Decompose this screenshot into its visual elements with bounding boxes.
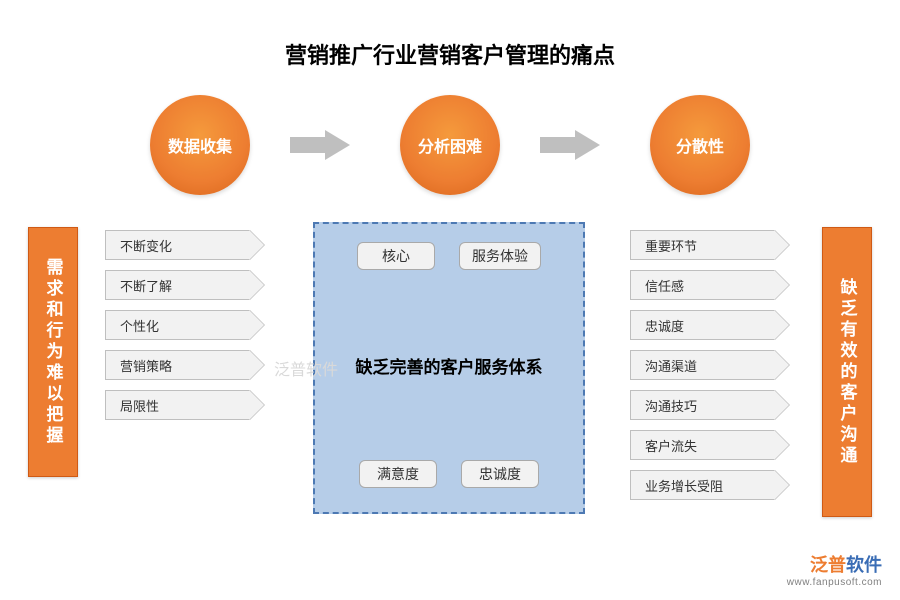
flow-arrow-0 bbox=[290, 130, 350, 160]
right-tag-1: 信任感 bbox=[630, 270, 775, 300]
footer-brand-prefix: 泛普 bbox=[810, 555, 846, 575]
flow-circle-1: 分析困难 bbox=[400, 95, 500, 195]
center-bottom-pill-1: 忠诚度 bbox=[461, 460, 539, 488]
right-tag-2: 忠诚度 bbox=[630, 310, 775, 340]
left-tag-2: 个性化 bbox=[105, 310, 250, 340]
center-bottom-pill-0: 满意度 bbox=[359, 460, 437, 488]
flow-circle-2: 分散性 bbox=[650, 95, 750, 195]
flow-circle-0: 数据收集 bbox=[150, 95, 250, 195]
right-tag-column: 重要环节信任感忠诚度沟通渠道沟通技巧客户流失业务增长受阻 bbox=[630, 230, 775, 500]
footer-brand-suffix: 软件 bbox=[846, 555, 882, 575]
center-top-pill-0: 核心 bbox=[357, 242, 435, 270]
right-tag-0: 重要环节 bbox=[630, 230, 775, 260]
left-vertical-bar: 需求和行为难以把握 bbox=[28, 227, 78, 477]
center-top-row: 核心服务体验 bbox=[337, 242, 561, 270]
left-tag-1: 不断了解 bbox=[105, 270, 250, 300]
footer-url: www.fanpusoft.com bbox=[787, 577, 882, 588]
right-tag-4: 沟通技巧 bbox=[630, 390, 775, 420]
right-vertical-bar: 缺乏有效的客户沟通 bbox=[822, 227, 872, 517]
left-vertical-bar-text: 需求和行为难以把握 bbox=[41, 258, 66, 447]
page-title: 营销推广行业营销客户管理的痛点 bbox=[0, 38, 900, 70]
left-tag-0: 不断变化 bbox=[105, 230, 250, 260]
center-label: 缺乏完善的客户服务体系 bbox=[356, 353, 543, 378]
right-tag-3: 沟通渠道 bbox=[630, 350, 775, 380]
footer-logo: 泛普软件 www.fanpusoft.com bbox=[787, 551, 882, 588]
right-tag-6: 业务增长受阻 bbox=[630, 470, 775, 500]
left-tag-3: 营销策略 bbox=[105, 350, 250, 380]
flow-arrow-1 bbox=[540, 130, 600, 160]
center-bottom-row: 满意度忠诚度 bbox=[337, 460, 561, 488]
center-panel: 核心服务体验 缺乏完善的客户服务体系 满意度忠诚度 bbox=[313, 222, 585, 514]
left-tag-column: 不断变化不断了解个性化营销策略局限性 bbox=[105, 230, 250, 420]
center-top-pill-1: 服务体验 bbox=[459, 242, 541, 270]
left-tag-4: 局限性 bbox=[105, 390, 250, 420]
right-tag-5: 客户流失 bbox=[630, 430, 775, 460]
right-vertical-bar-text: 缺乏有效的客户沟通 bbox=[835, 278, 860, 467]
